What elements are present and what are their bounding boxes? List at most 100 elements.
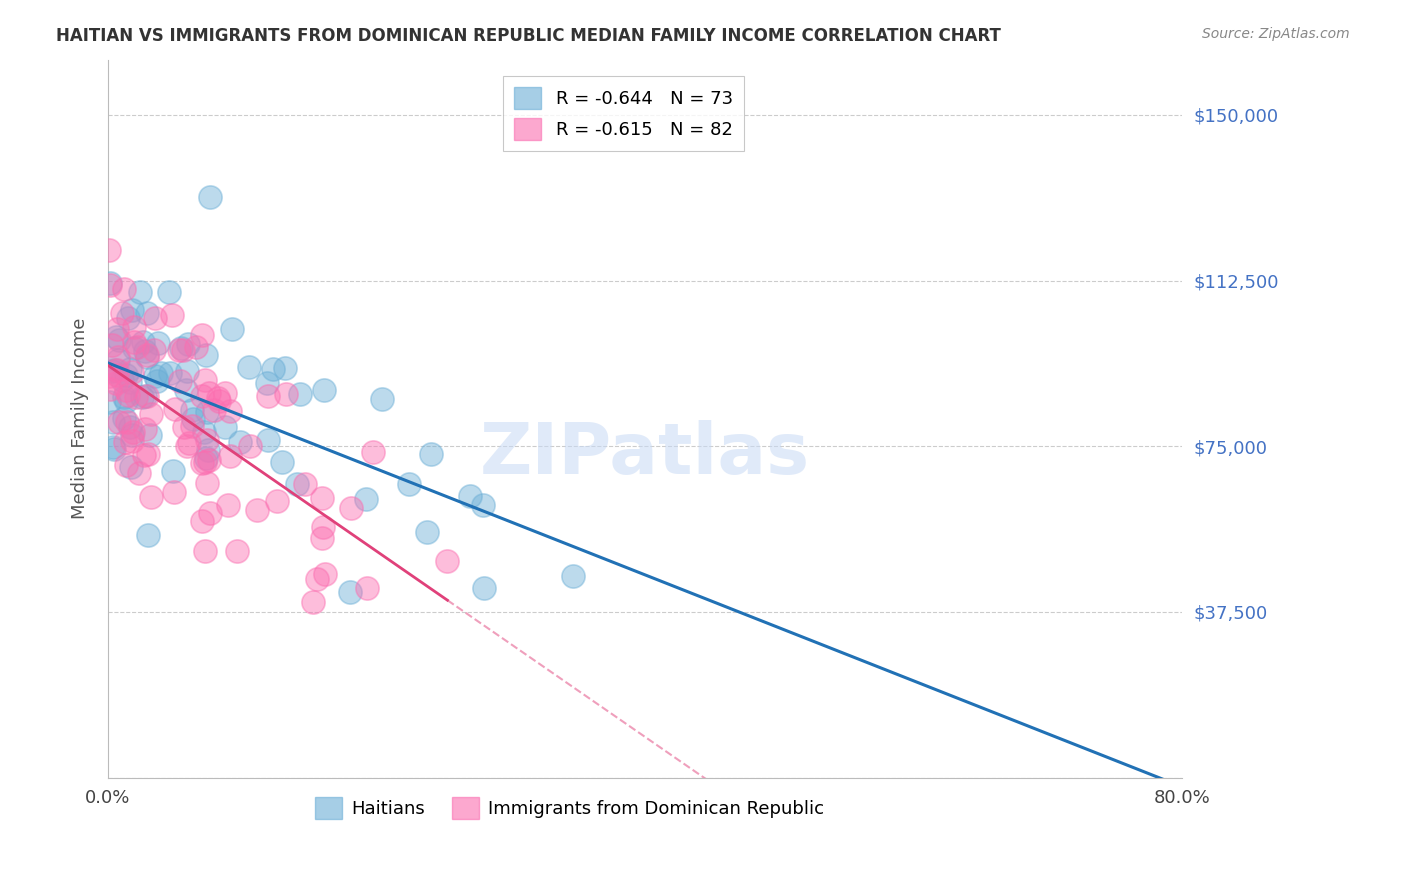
- Point: [115, 393, 138, 408]
- Point: [239, 439, 262, 453]
- Point: [181, 411, 204, 425]
- Point: [274, 387, 297, 401]
- Point: [207, 394, 229, 409]
- Point: [98, 395, 121, 409]
- Point: [312, 520, 335, 534]
- Point: [101, 441, 124, 455]
- Point: [122, 335, 145, 350]
- Point: [115, 368, 138, 383]
- Point: [198, 386, 221, 401]
- Point: [139, 427, 162, 442]
- Point: [311, 531, 333, 545]
- Point: [191, 456, 214, 470]
- Point: [256, 389, 278, 403]
- Point: [121, 365, 143, 379]
- Point: [114, 282, 136, 296]
- Point: [104, 363, 127, 377]
- Point: [262, 362, 284, 376]
- Point: [98, 277, 121, 292]
- Point: [177, 336, 200, 351]
- Point: [138, 447, 160, 461]
- Point: [354, 491, 377, 506]
- Point: [122, 320, 145, 334]
- Point: [145, 369, 167, 384]
- Point: [202, 402, 225, 417]
- Point: [125, 390, 148, 404]
- Text: HAITIAN VS IMMIGRANTS FROM DOMINICAN REPUBLIC MEDIAN FAMILY INCOME CORRELATION C: HAITIAN VS IMMIGRANTS FROM DOMINICAN REP…: [56, 27, 1001, 45]
- Point: [214, 385, 236, 400]
- Point: [191, 514, 214, 528]
- Point: [181, 419, 204, 434]
- Point: [197, 442, 219, 457]
- Point: [139, 408, 162, 422]
- Point: [108, 416, 131, 430]
- Point: [177, 436, 200, 450]
- Point: [100, 364, 122, 378]
- Point: [142, 343, 165, 357]
- Point: [361, 445, 384, 459]
- Point: [117, 311, 139, 326]
- Point: [118, 420, 141, 434]
- Point: [562, 568, 585, 582]
- Point: [246, 503, 269, 517]
- Text: ZIPatlas: ZIPatlas: [479, 420, 810, 489]
- Point: [195, 476, 218, 491]
- Point: [105, 363, 128, 377]
- Point: [115, 383, 138, 397]
- Point: [134, 389, 156, 403]
- Point: [356, 581, 378, 595]
- Point: [136, 350, 159, 364]
- Point: [288, 387, 311, 401]
- Point: [472, 498, 495, 512]
- Point: [108, 333, 131, 347]
- Point: [107, 352, 129, 367]
- Point: [121, 303, 143, 318]
- Point: [271, 455, 294, 469]
- Point: [135, 389, 157, 403]
- Point: [176, 363, 198, 377]
- Point: [98, 383, 121, 397]
- Point: [257, 434, 280, 448]
- Point: [136, 306, 159, 320]
- Point: [307, 572, 329, 586]
- Point: [398, 477, 420, 491]
- Point: [162, 465, 184, 479]
- Point: [416, 524, 439, 539]
- Point: [219, 404, 242, 418]
- Point: [221, 322, 243, 336]
- Point: [98, 277, 121, 291]
- Point: [105, 322, 128, 336]
- Point: [134, 448, 156, 462]
- Point: [181, 402, 204, 417]
- Point: [134, 422, 156, 436]
- Point: [167, 343, 190, 357]
- Point: [256, 376, 278, 390]
- Point: [207, 392, 229, 406]
- Point: [131, 390, 153, 404]
- Point: [339, 585, 361, 599]
- Point: [165, 401, 187, 416]
- Point: [172, 343, 194, 358]
- Point: [157, 285, 180, 299]
- Text: Source: ZipAtlas.com: Source: ZipAtlas.com: [1202, 27, 1350, 41]
- Point: [226, 544, 249, 558]
- Point: [129, 285, 152, 299]
- Point: [136, 527, 159, 541]
- Point: [120, 460, 142, 475]
- Point: [111, 372, 134, 386]
- Point: [103, 442, 125, 456]
- Point: [458, 489, 481, 503]
- Point: [195, 348, 218, 362]
- Point: [122, 425, 145, 439]
- Point: [105, 330, 128, 344]
- Point: [98, 368, 121, 383]
- Point: [193, 425, 215, 440]
- Point: [117, 415, 139, 429]
- Point: [194, 450, 217, 465]
- Y-axis label: Median Family Income: Median Family Income: [72, 318, 89, 519]
- Point: [193, 455, 215, 469]
- Point: [195, 433, 218, 447]
- Point: [197, 453, 219, 467]
- Point: [148, 335, 170, 350]
- Point: [200, 506, 222, 520]
